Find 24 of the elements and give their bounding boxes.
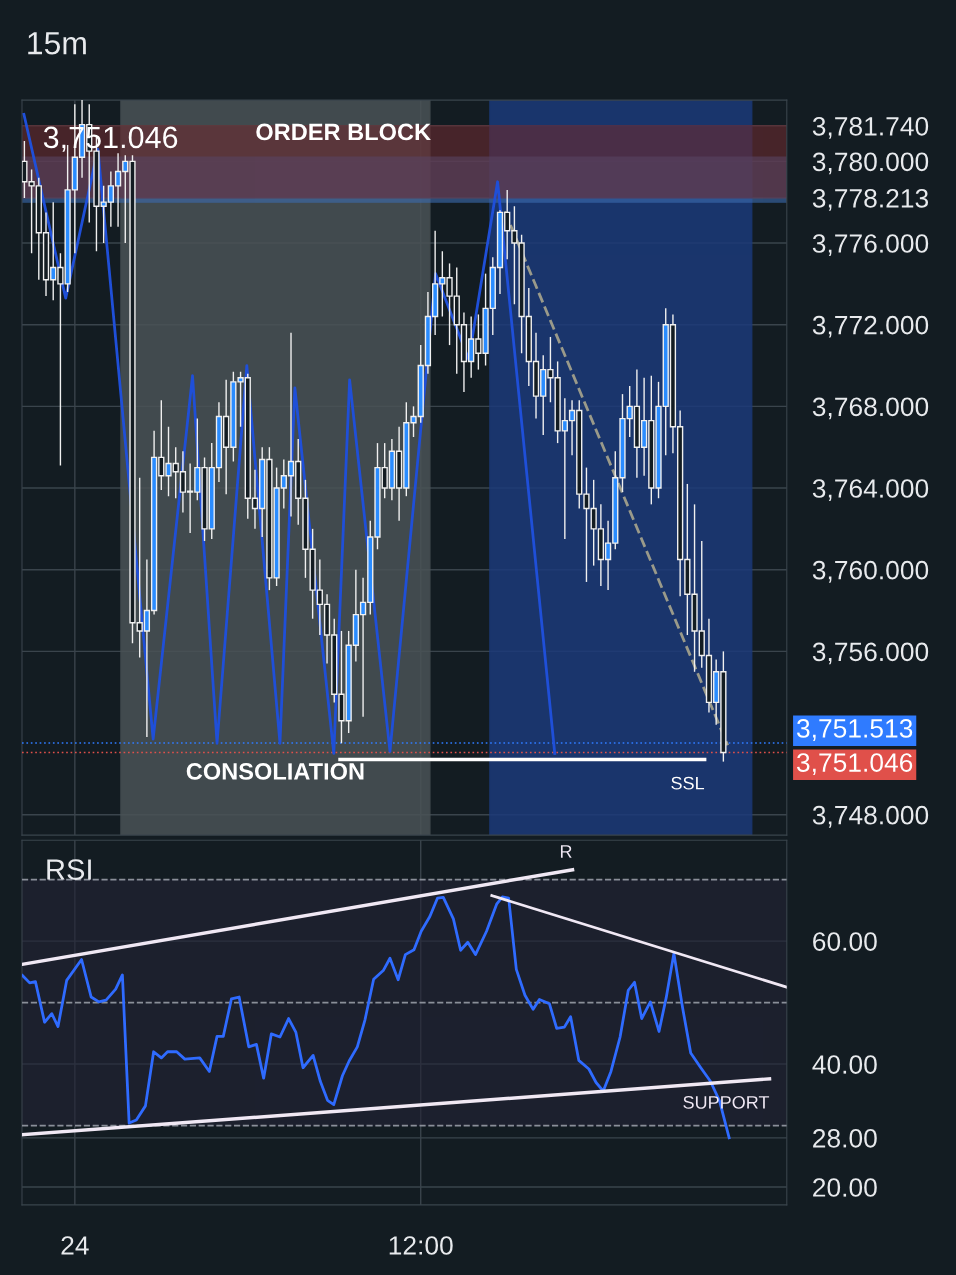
text: RSI (47, 859, 91, 880)
y-tick-label: 3,748.000 (812, 805, 929, 828)
series-label: SSL (671, 776, 705, 790)
text: 15m (28, 32, 86, 55)
y-tick-label: 60.00 (813, 932, 877, 951)
band-label: ORDER BLOCK (256, 123, 431, 141)
x-tick-label: 12:00 (389, 1236, 453, 1255)
x-tick-label: 24 (61, 1236, 89, 1255)
y-tick-label: 20.00 (813, 1178, 877, 1197)
y-tick-label: 3,776.000 (812, 234, 929, 256)
y-tick-label: 3,756.000 (812, 642, 929, 665)
series-label: R (560, 845, 572, 858)
ref-line-label: 3,751.046 (796, 753, 913, 776)
y-tick-label: 3,778.213 (812, 188, 929, 211)
y-tick-label: 3,780.000 (812, 152, 929, 175)
y-tick-label: 3,768.000 (812, 397, 929, 420)
y-tick-label: 3,760.000 (812, 560, 929, 583)
y-tick-label: 40.00 (812, 1055, 877, 1074)
y-tick-label: 3,764.000 (812, 479, 929, 501)
ref-line-label: 3,751.513 (796, 719, 913, 741)
y-tick-label: 3,781.740 (812, 116, 929, 139)
y-tick-label: 3,772.000 (812, 315, 929, 338)
band-label: CONSOLIATION (186, 763, 364, 780)
y-tick-label: 28.00 (813, 1128, 877, 1148)
